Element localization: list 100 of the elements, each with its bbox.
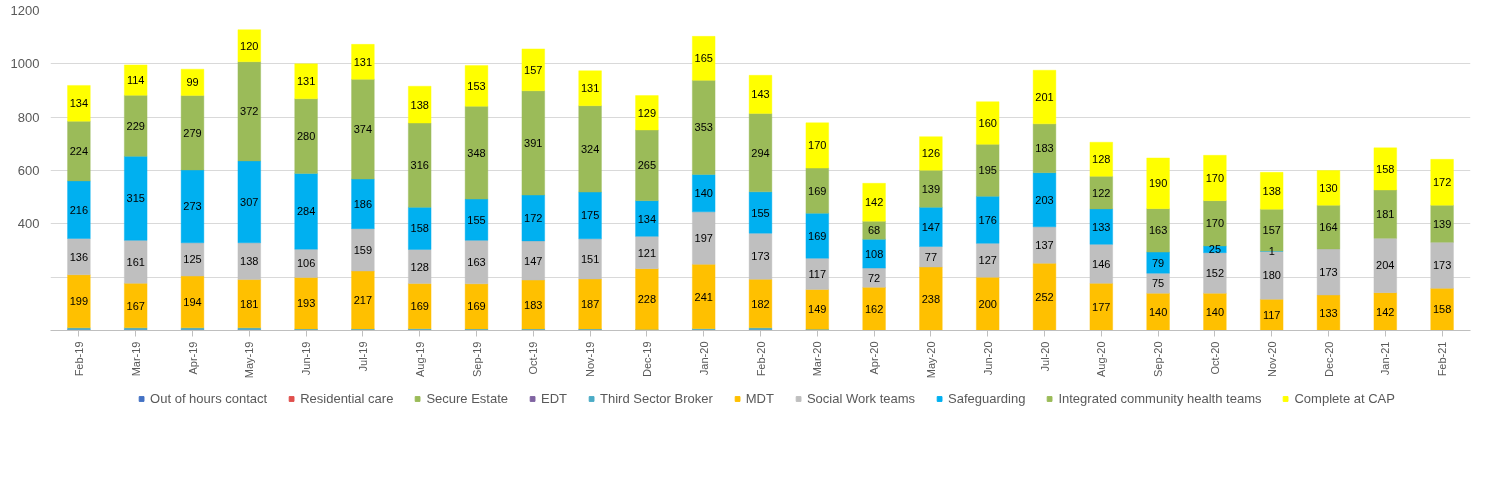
x-tick-label: May-19: [243, 341, 256, 379]
x-tick-label: May-20: [924, 341, 937, 379]
data-label: 117: [1262, 308, 1281, 321]
x-tick-label: Oct-19: [527, 341, 540, 375]
data-label: 173: [1319, 265, 1338, 278]
data-label: 137: [1035, 239, 1054, 252]
data-label: 161: [126, 255, 145, 268]
data-label: 134: [69, 97, 89, 110]
data-label: 252: [1035, 290, 1054, 303]
legend-label: Secure Estate: [426, 390, 509, 406]
data-label: 307: [240, 195, 259, 208]
data-label: 72: [867, 271, 881, 284]
data-label: 199: [69, 295, 89, 308]
data-label: 241: [694, 290, 713, 303]
data-label: 129: [637, 106, 657, 119]
legend-label: MDT: [745, 390, 774, 406]
x-tick-label: Sep-20: [1152, 341, 1165, 377]
legend-label: Complete at CAP: [1294, 390, 1395, 406]
data-label: 149: [808, 303, 827, 316]
data-label: 142: [1376, 305, 1395, 318]
data-label: 138: [240, 255, 259, 268]
data-label: 147: [524, 254, 543, 267]
data-label: 121: [637, 246, 657, 259]
x-tick-label: Jun-20: [981, 341, 994, 376]
data-label: 273: [183, 200, 202, 213]
y-tick-label: 1200: [10, 3, 40, 18]
data-label: 157: [1262, 224, 1281, 237]
data-label: 217: [353, 293, 373, 306]
data-label: 167: [126, 299, 145, 312]
data-label: 153: [467, 79, 486, 92]
data-label: 158: [1376, 162, 1395, 175]
data-label: 183: [1035, 142, 1054, 155]
data-label: 170: [808, 139, 827, 152]
data-label: 106: [296, 257, 316, 270]
x-tick-label: Nov-19: [584, 341, 597, 377]
data-label: 228: [637, 293, 657, 306]
data-label: 140: [694, 187, 713, 200]
data-label: 391: [524, 136, 543, 149]
data-label: 197: [694, 232, 713, 245]
data-label: 190: [1148, 177, 1168, 190]
data-label: 164: [1319, 221, 1338, 234]
data-label: 120: [240, 39, 259, 52]
x-tick-label: Aug-19: [413, 341, 426, 377]
x-tick-label: Feb-19: [72, 341, 85, 377]
y-tick-label: 400: [17, 216, 40, 232]
legend-label: EDT: [541, 390, 568, 406]
data-label: 374: [353, 123, 373, 136]
y-tick-label: 800: [17, 109, 40, 125]
data-label: 172: [1432, 176, 1452, 189]
data-label: 203: [1035, 193, 1054, 206]
data-label: 170: [1205, 171, 1225, 184]
data-label: 159: [353, 243, 373, 256]
data-label: 134: [637, 212, 657, 225]
data-label: 169: [410, 300, 429, 313]
x-tick-label: Dec-19: [640, 341, 653, 377]
data-label: 160: [978, 117, 997, 130]
x-tick-label: Feb-20: [754, 341, 767, 377]
data-label: 180: [1262, 269, 1281, 282]
data-label: 324: [580, 142, 600, 155]
data-label: 315: [126, 192, 145, 205]
data-label: 169: [467, 300, 486, 313]
data-label: 158: [410, 222, 429, 235]
data-label: 151: [580, 252, 600, 265]
data-label: 143: [751, 88, 770, 101]
data-label: 155: [751, 206, 770, 219]
data-label: 122: [1092, 186, 1111, 199]
x-tick-label: Dec-20: [1322, 341, 1335, 377]
x-tick-label: Jul-20: [1038, 341, 1051, 372]
y-tick-label: 600: [17, 163, 40, 178]
data-label: 173: [751, 250, 770, 263]
x-tick-label: Feb-21: [1436, 341, 1449, 377]
data-label: 77: [924, 250, 938, 263]
legend-label: Third Sector Broker: [600, 390, 713, 406]
legend-label: Out of hours contact: [150, 390, 268, 406]
data-label: 182: [751, 297, 770, 310]
data-label: 177: [1092, 300, 1111, 313]
data-label: 131: [353, 55, 373, 68]
data-label: 131: [296, 75, 316, 88]
data-label: 158: [1432, 303, 1452, 316]
x-tick-label: Oct-20: [1208, 341, 1221, 375]
data-label: 25: [1208, 243, 1222, 256]
data-label: 146: [1092, 257, 1111, 270]
x-tick-label: Aug-20: [1095, 341, 1108, 377]
data-label: 138: [410, 98, 429, 111]
data-label: 372: [240, 105, 259, 118]
data-label: 200: [978, 297, 997, 310]
data-label: 133: [1092, 220, 1111, 233]
data-label: 194: [183, 295, 202, 308]
data-label: 127: [978, 254, 997, 267]
data-label: 187: [580, 297, 600, 310]
legend-label: Safeguarding: [948, 390, 1026, 406]
data-label: 157: [524, 63, 543, 76]
legend-label: Residential care: [300, 390, 394, 406]
data-label: 152: [1205, 266, 1225, 279]
data-label: 284: [296, 205, 316, 218]
data-label: 169: [808, 229, 827, 242]
data-label: 279: [183, 126, 202, 139]
data-label: 169: [808, 184, 827, 197]
data-label: 139: [1432, 217, 1452, 230]
data-label: 176: [978, 213, 997, 226]
